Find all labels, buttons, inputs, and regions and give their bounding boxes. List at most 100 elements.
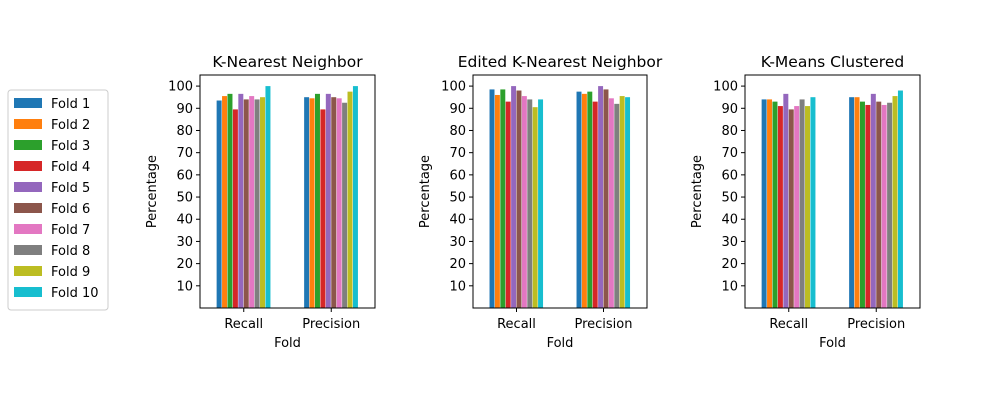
bar-precision-fold-5 xyxy=(325,93,331,308)
chart-2: 10 20 30 40 50 60 70 80 90 100 Recall Precision Edit… xyxy=(418,53,663,351)
bar-recall-fold-7 xyxy=(249,96,255,308)
legend-label-1: Fold 1 xyxy=(51,97,90,112)
bar-recall-fold-3 xyxy=(227,93,233,308)
bar-recall-fold-2 xyxy=(494,94,500,308)
bar-recall-fold-2 xyxy=(767,99,773,308)
bar-recall-fold-8 xyxy=(254,99,260,308)
legend-label-7: Fold 7 xyxy=(51,223,90,238)
bar-recall-fold-6 xyxy=(243,99,249,308)
legend-label-10: Fold 10 xyxy=(51,286,99,301)
bar-precision-fold-9 xyxy=(619,96,625,308)
y-tick-label: 90 xyxy=(449,102,466,117)
chart-1: 10 20 30 40 50 60 70 80 90 100 Recall Precision K-Ne… xyxy=(145,53,376,351)
bar-precision-fold-1 xyxy=(576,91,582,308)
bar-recall-fold-1 xyxy=(761,99,767,308)
y-tick-label: 10 xyxy=(449,279,466,294)
bar-precision-fold-10 xyxy=(625,97,631,308)
bar-precision-fold-3 xyxy=(587,91,593,308)
y-tick-label: 10 xyxy=(721,279,738,294)
legend-swatch-9 xyxy=(14,266,42,276)
legend-label-2: Fold 2 xyxy=(51,118,90,133)
bar-recall-fold-2 xyxy=(222,96,228,308)
y-axis-label: Percentage xyxy=(418,155,433,228)
legend-swatch-4 xyxy=(14,161,42,171)
bar-recall-fold-7 xyxy=(794,106,800,308)
y-tick-label: 50 xyxy=(176,191,193,206)
y-tick-label: 10 xyxy=(176,279,193,294)
bar-recall-fold-3 xyxy=(500,89,506,308)
legend-label-6: Fold 6 xyxy=(51,202,90,217)
bar-precision-fold-7 xyxy=(881,104,887,309)
bar-recall-fold-7 xyxy=(521,96,527,308)
bar-recall-fold-6 xyxy=(788,109,794,309)
axes-frame xyxy=(744,74,921,309)
bar-precision-fold-10 xyxy=(897,90,903,308)
y-tick-label: 70 xyxy=(721,146,738,161)
bar-precision-fold-9 xyxy=(892,96,898,308)
chart-title: K-Nearest Neighbor xyxy=(212,53,363,71)
x-axis-label: Fold xyxy=(819,336,846,351)
bar-precision-fold-6 xyxy=(876,101,882,308)
y-tick-label: 100 xyxy=(168,80,193,95)
legend-swatch-8 xyxy=(14,245,42,255)
axes-frame xyxy=(472,74,648,309)
bar-precision-fold-4 xyxy=(320,109,326,309)
y-tick-label: 60 xyxy=(449,168,466,183)
bars xyxy=(761,90,903,309)
y-tick-label: 30 xyxy=(721,235,738,250)
bar-recall-fold-5 xyxy=(238,93,244,308)
bar-precision-fold-8 xyxy=(342,102,348,309)
bar-recall-fold-1 xyxy=(216,100,222,309)
y-tick-label: 30 xyxy=(176,235,193,250)
bar-recall-fold-8 xyxy=(799,99,805,308)
y-tick-label: 70 xyxy=(449,146,466,161)
x-tick-label: Precision xyxy=(847,317,905,332)
y-axis-label: Percentage xyxy=(690,155,705,228)
bar-precision-fold-5 xyxy=(598,86,604,308)
y-tick-label: 90 xyxy=(721,102,738,117)
legend-label-9: Fold 9 xyxy=(51,265,90,280)
chart-title: Edited K-Nearest Neighbor xyxy=(458,53,663,71)
y-tick-label: 50 xyxy=(721,191,738,206)
bar-precision-fold-4 xyxy=(592,101,598,308)
bar-recall-fold-5 xyxy=(783,93,789,308)
y-tick-label: 60 xyxy=(176,168,193,183)
legend-swatch-3 xyxy=(14,140,42,150)
chart-3: 10 20 30 40 50 60 70 80 90 100 Recall Precision K-Me… xyxy=(690,53,921,351)
bar-precision-fold-1 xyxy=(304,97,310,308)
bar-recall-fold-9 xyxy=(532,107,538,309)
bar-recall-fold-3 xyxy=(772,101,778,308)
bar-recall-fold-4 xyxy=(232,109,238,309)
legend-swatch-7 xyxy=(14,224,42,234)
y-tick-label: 80 xyxy=(721,124,738,139)
legend: Fold 1 Fold 2 Fold 3 Fold 4 Fold 5 Fold 6 Fold… xyxy=(7,89,109,311)
bar-precision-fold-9 xyxy=(347,91,353,308)
axes-frame xyxy=(199,74,376,309)
legend-label-3: Fold 3 xyxy=(51,139,90,154)
bar-recall-fold-6 xyxy=(516,90,522,308)
y-tick-label: 100 xyxy=(441,80,466,95)
x-tick-label: Recall xyxy=(497,317,536,332)
bar-recall-fold-5 xyxy=(511,86,517,308)
bar-recall-fold-4 xyxy=(777,106,783,308)
bar-recall-fold-9 xyxy=(260,97,266,308)
bar-recall-fold-10 xyxy=(810,97,816,308)
bar-precision-fold-8 xyxy=(614,103,620,308)
bar-precision-fold-3 xyxy=(314,93,320,308)
bar-precision-fold-8 xyxy=(887,102,893,309)
x-tick-label: Recall xyxy=(224,317,263,332)
charts: 10 20 30 40 50 60 70 80 90 100 Recall Precision K-Ne… xyxy=(145,53,921,351)
y-tick-label: 70 xyxy=(176,146,193,161)
bar-recall-fold-9 xyxy=(805,106,811,308)
x-tick-label: Precision xyxy=(574,317,632,332)
legend-label-4: Fold 4 xyxy=(51,160,90,175)
y-tick-label: 30 xyxy=(449,235,466,250)
y-tick-label: 20 xyxy=(721,257,738,272)
legend-swatch-5 xyxy=(14,182,42,192)
y-tick-label: 50 xyxy=(449,191,466,206)
y-tick-label: 100 xyxy=(713,80,738,95)
legend-swatch-2 xyxy=(14,119,42,129)
y-tick-label: 40 xyxy=(176,213,193,228)
